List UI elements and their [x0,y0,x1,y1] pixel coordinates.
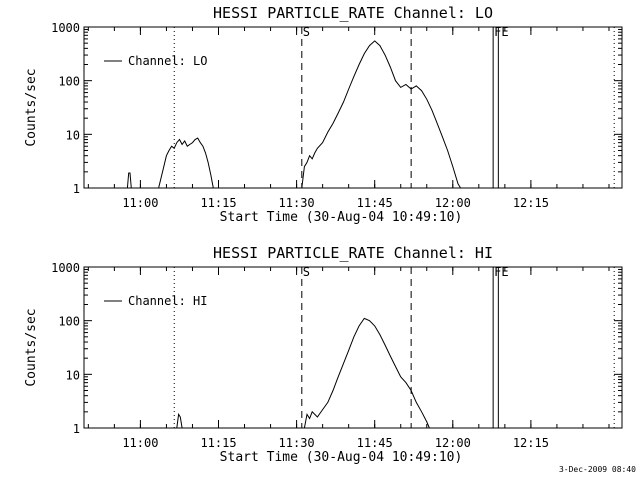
y-tick-label: 1000 [51,261,80,275]
plot-frame [83,266,623,429]
y-tick-label: 1 [73,422,80,436]
x-tick-label: 11:15 [200,436,236,450]
x-tick-label: 11:00 [122,196,158,210]
x-tick-label: 12:15 [513,196,549,210]
x-tick-label: 12:15 [513,436,549,450]
y-tick-label: 1 [73,182,80,196]
y-tick-label: 100 [58,75,80,89]
y-tick-label: 1000 [51,21,80,35]
x-tick-label: 12:00 [435,196,471,210]
x-tick-label: 11:15 [200,196,236,210]
event-marker-label: FE [494,25,508,39]
series-line-segment [301,40,462,189]
y-tick-label: 100 [58,315,80,329]
series-line-segment [303,317,430,429]
plot-frame [83,26,623,189]
legend-entry: Channel: LO [128,54,207,68]
chart-panel-hi: HESSI PARTICLE_RATE Channel: HI 1 10 100 100… [24,244,623,465]
x-tick-label: 11:30 [279,436,315,450]
legend-entry: Channel: HI [128,294,207,308]
generation-timestamp: 3-Dec-2009 08:40 [559,465,636,474]
y-axis-label: Counts/sec [24,308,39,386]
series-line-segment [126,172,132,189]
chart-title: HESSI PARTICLE_RATE Channel: LO [213,4,493,22]
x-tick-label: 11:00 [122,436,158,450]
x-tick-label: 11:45 [357,196,393,210]
chart-panel-lo: HESSI PARTICLE_RATE Channel: LO 1 10 100 100… [24,4,623,225]
x-tick-label: 11:45 [357,436,393,450]
event-marker-label: S [303,265,310,279]
y-axis-label: Counts/sec [24,68,39,146]
series-line-segment [176,412,183,429]
event-marker-label: FE [494,265,508,279]
y-tick-label: 10 [66,368,80,382]
x-tick-label: 11:30 [279,196,315,210]
chart-title: HESSI PARTICLE_RATE Channel: HI [213,244,493,262]
x-axis-label: Start Time (30-Aug-04 10:49:10) [220,210,463,225]
x-axis-label: Start Time (30-Aug-04 10:49:10) [220,450,463,465]
x-tick-label: 12:00 [435,436,471,450]
series-line-segment [158,137,214,189]
event-marker-label: S [303,25,310,39]
y-tick-label: 10 [66,128,80,142]
